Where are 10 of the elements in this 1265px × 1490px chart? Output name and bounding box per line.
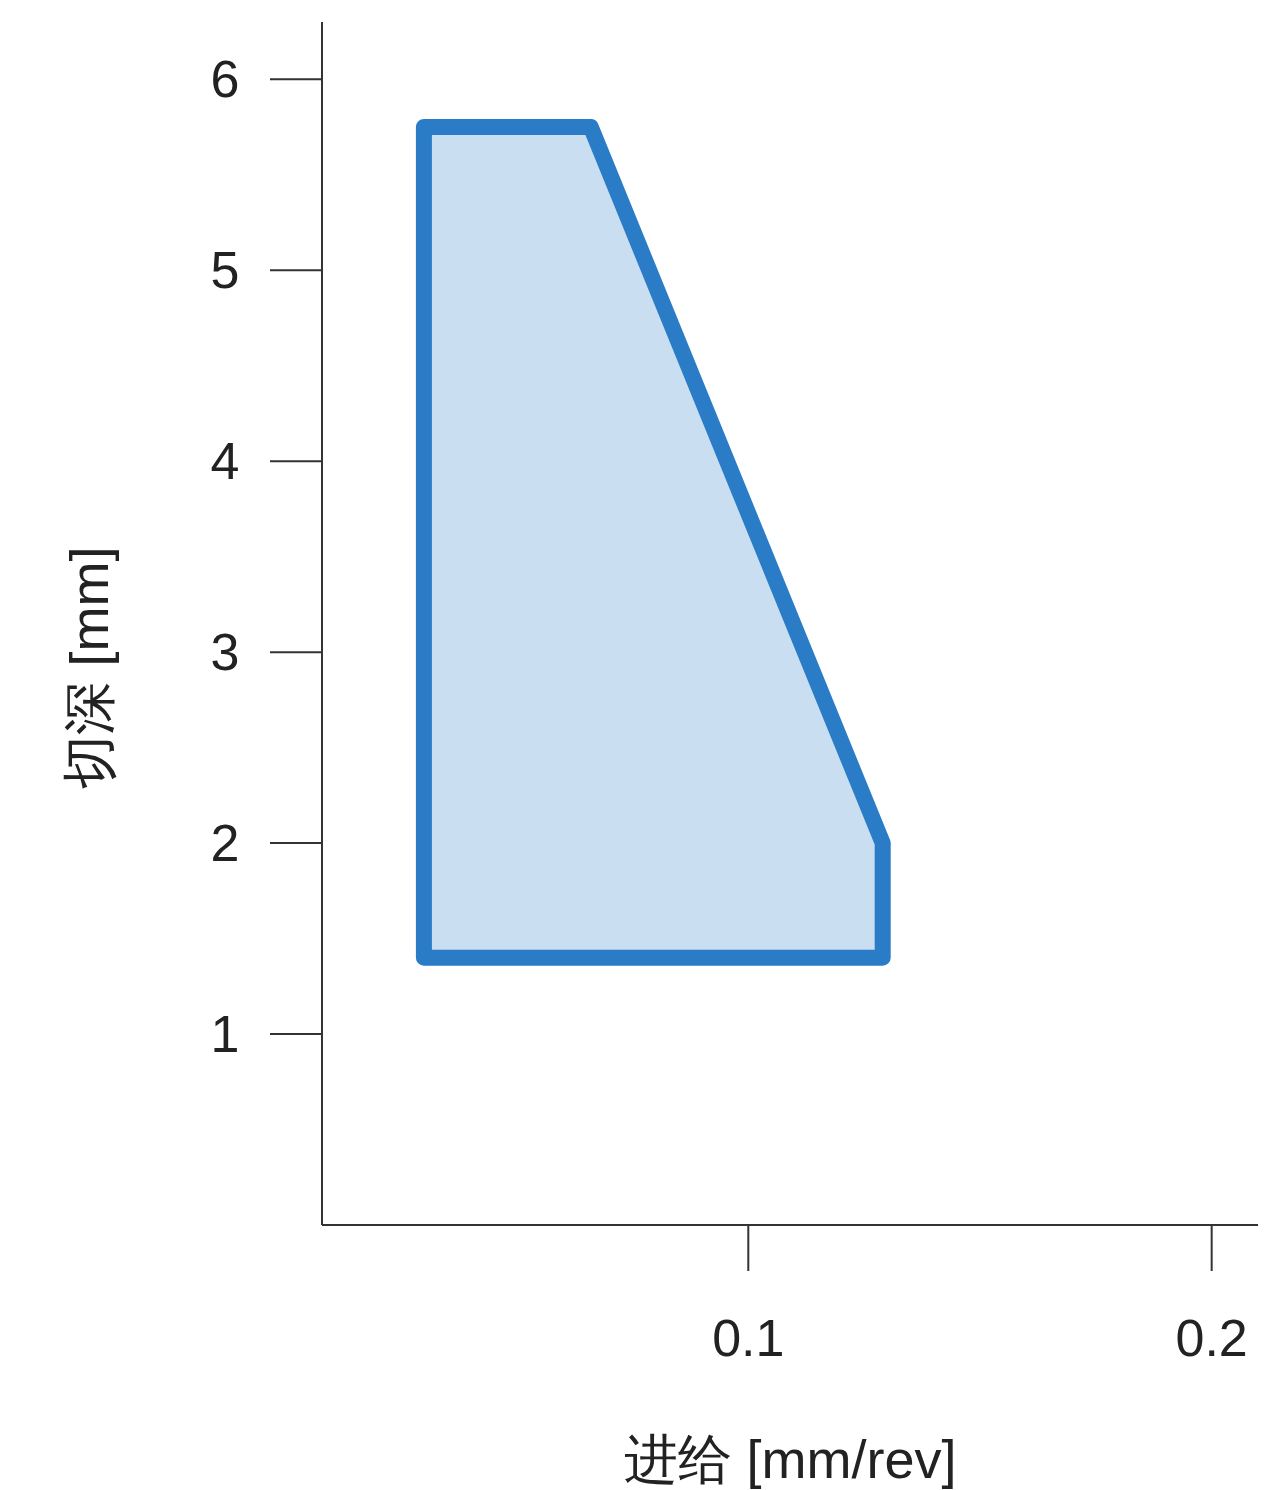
y-axis-title: 切深 [mm]	[59, 546, 119, 790]
x-tick-label: 0.1	[712, 1309, 785, 1367]
y-tick-label: 1	[210, 1005, 240, 1064]
y-tick-label: 5	[210, 241, 240, 300]
x-tick-label: 0.2	[1175, 1309, 1248, 1367]
y-tick-label: 2	[210, 814, 240, 873]
y-tick-label: 6	[210, 50, 240, 109]
y-tick-label: 4	[210, 432, 240, 491]
y-tick-label: 3	[210, 623, 240, 682]
x-axis-title: 进给 [mm/rev]	[623, 1429, 957, 1489]
